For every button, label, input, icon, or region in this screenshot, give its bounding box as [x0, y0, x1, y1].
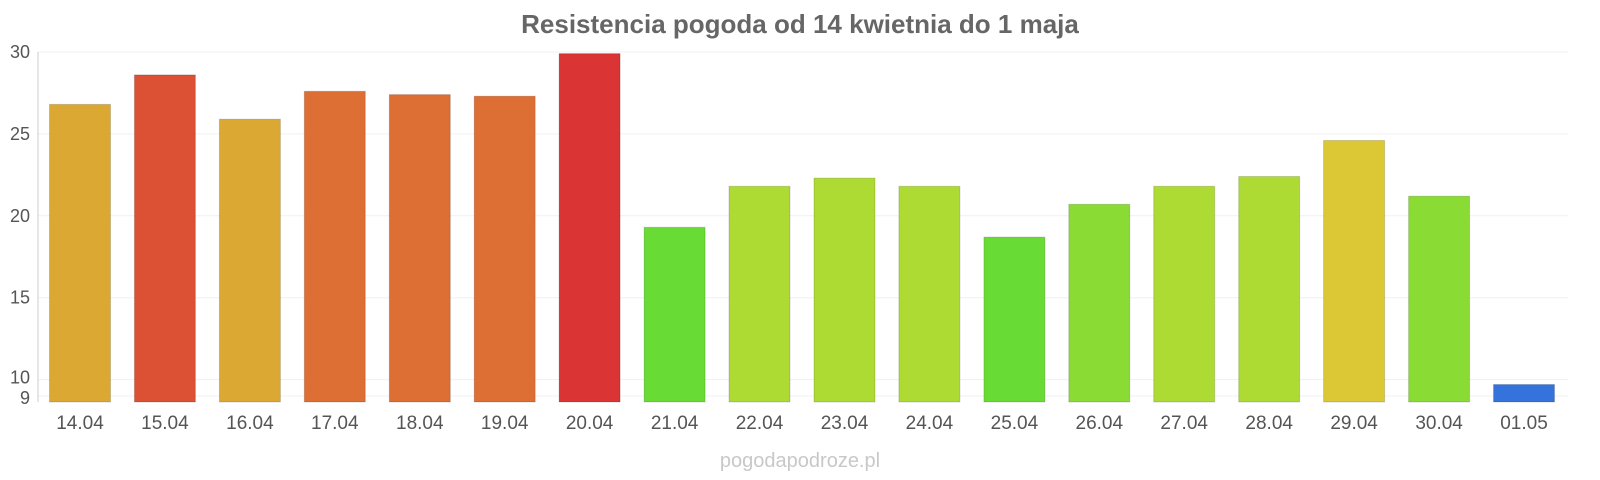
bar-14.04: [49, 103, 111, 403]
bar-01.05: [1493, 384, 1555, 403]
y-tick-label: 9: [20, 388, 30, 408]
bar-16.04: [218, 118, 281, 403]
bar-26.04: [1068, 203, 1131, 403]
x-tick-label: 23.04: [821, 413, 869, 434]
chart-title: Resistencia pogoda od 14 kwietnia do 1 m…: [521, 9, 1079, 39]
bar-23.04: [813, 177, 876, 403]
bar-15.04: [133, 74, 196, 403]
bar-30.04: [1408, 195, 1471, 403]
bar-19.04: [473, 95, 536, 403]
bar-27.04: [1153, 185, 1216, 403]
x-tick-label: 30.04: [1415, 413, 1463, 434]
bar-17.04: [303, 90, 366, 403]
x-tick-label: 15.04: [141, 413, 189, 434]
x-axis-ticks: 14.04 15.04 16.04 17.04 18.04 19.04 20.04 21.04…: [56, 413, 1548, 434]
x-tick-label: 18.04: [396, 413, 444, 434]
x-tick-label: 28.04: [1245, 413, 1293, 434]
bar-22.04: [728, 185, 791, 403]
x-tick-label: 24.04: [906, 413, 954, 434]
x-tick-label: 29.04: [1330, 413, 1378, 434]
source-credit: pogodapodroze.pl: [720, 450, 880, 472]
bar-21.04: [643, 226, 706, 403]
grid-lines: [38, 51, 1568, 397]
bars: [49, 53, 1555, 403]
bar-20.04: [558, 53, 621, 403]
x-tick-label: 16.04: [226, 413, 274, 434]
x-tick-label: 27.04: [1160, 413, 1208, 434]
bar-24.04: [898, 185, 961, 403]
x-tick-label: 22.04: [736, 413, 784, 434]
x-tick-label: 20.04: [566, 413, 614, 434]
x-tick-label: 19.04: [481, 413, 529, 434]
y-tick-label: 30: [10, 42, 30, 62]
y-tick-label: 15: [10, 288, 30, 308]
bar-25.04: [983, 236, 1046, 403]
y-tick-label: 10: [10, 368, 30, 388]
y-axis-ticks: 910 15 20 25 30: [10, 42, 30, 408]
bar-29.04: [1323, 140, 1386, 403]
y-tick-label: 25: [10, 124, 30, 144]
bar-28.04: [1238, 176, 1301, 403]
bar-18.04: [388, 94, 451, 403]
x-tick-label: 01.05: [1500, 413, 1548, 434]
y-tick-label: 20: [10, 206, 30, 226]
x-tick-label: 25.04: [991, 413, 1039, 434]
x-tick-label: 21.04: [651, 413, 699, 434]
x-tick-label: 26.04: [1076, 413, 1124, 434]
x-tick-label: 14.04: [56, 413, 104, 434]
x-tick-label: 17.04: [311, 413, 359, 434]
